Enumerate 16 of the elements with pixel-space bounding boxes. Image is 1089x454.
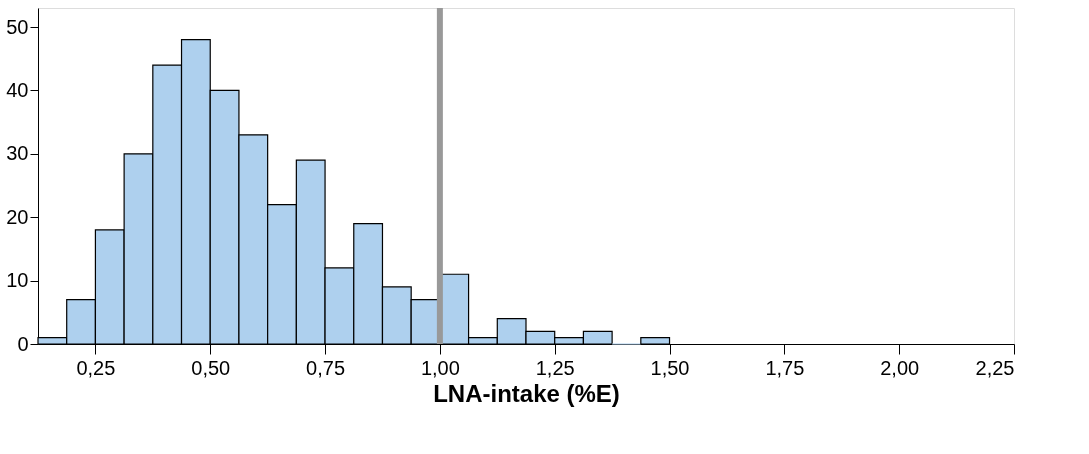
y-tick-label: 10 [6,269,29,292]
y-tick-label: 40 [6,78,29,101]
x-axis-title: LNA-intake (%E) [433,379,620,407]
y-tick-label: 20 [6,205,29,228]
x-tick-label: 0,25 [76,356,116,379]
y-tick-label: 50 [6,15,29,38]
x-tick-label: 1,00 [420,356,460,379]
x-tick-label: 1,50 [650,356,690,379]
x-tick-label: 0,50 [191,356,231,379]
y-tick-label: 30 [6,142,29,165]
y-tick-label: 0 [17,332,29,355]
x-tick-label: 0,75 [306,356,346,379]
x-tick-label: 2,00 [880,356,920,379]
x-tick-label: 2,25 [975,356,1015,379]
x-tick-label: 1,75 [765,356,805,379]
x-tick-label: 1,25 [535,356,575,379]
